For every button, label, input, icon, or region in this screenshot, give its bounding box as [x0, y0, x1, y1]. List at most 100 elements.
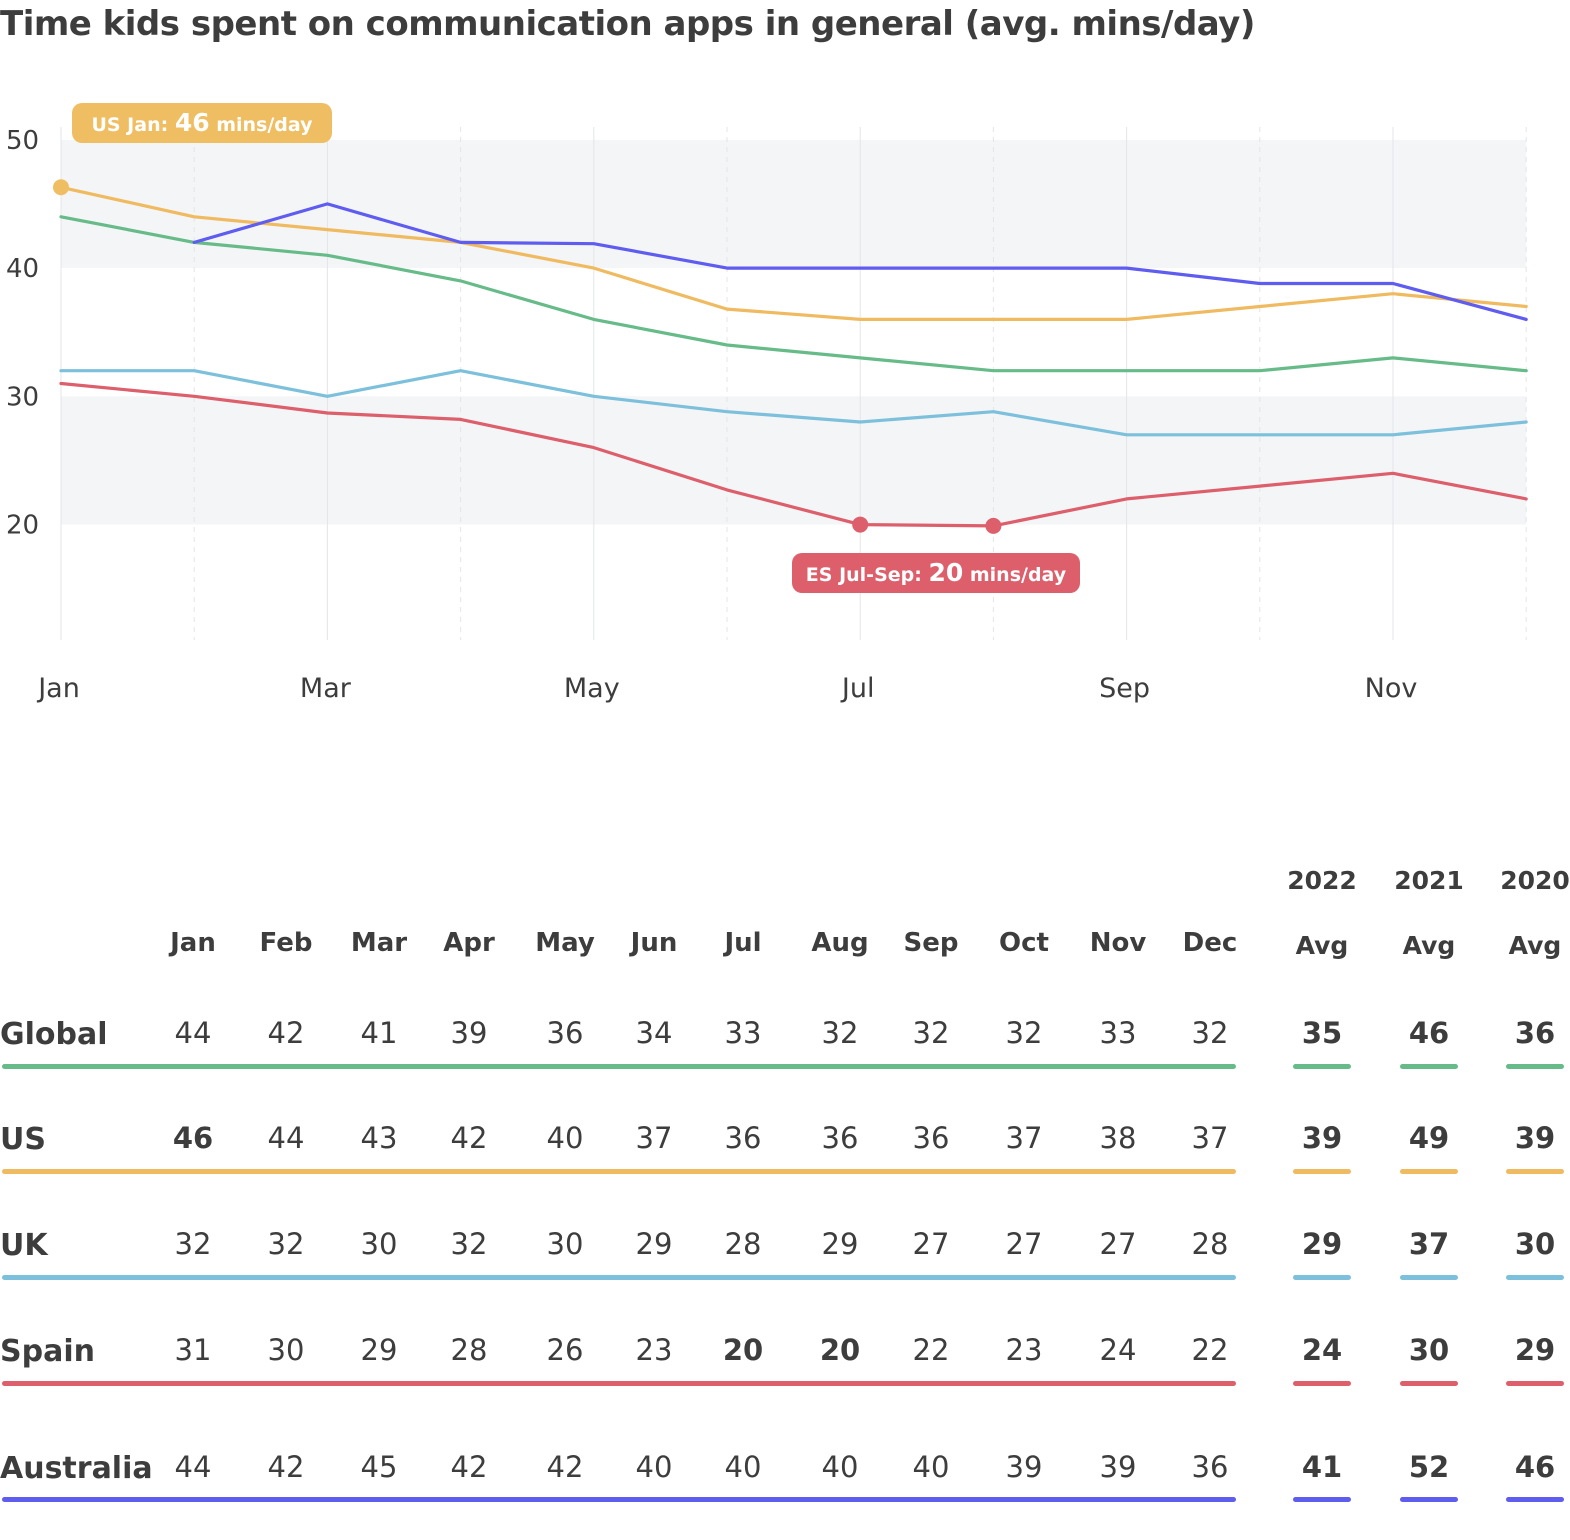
cell-uk-jan: 32 [174, 1227, 212, 1261]
avg-uk-2022: 29 [1301, 1227, 1343, 1261]
cell-australia-oct: 39 [1005, 1450, 1043, 1484]
line-chart: 50 40 30 20 Jan Mar May Jul Sep Nov US Jan: 46 min… [6, 103, 1528, 704]
avg-line-spain-2021 [1400, 1381, 1458, 1386]
year-header-2022: 2022 [1287, 866, 1357, 895]
cell-spain-sep: 22 [912, 1333, 950, 1367]
cell-spain-dec: 22 [1191, 1333, 1229, 1367]
avg-australia-2020: 46 [1514, 1450, 1556, 1484]
cell-spain-jul: 20 [722, 1333, 764, 1367]
month-header-jan: Jan [170, 928, 216, 958]
chart-title: Time kids spent on communication apps in… [0, 4, 1255, 44]
cell-australia-nov: 39 [1099, 1450, 1137, 1484]
cell-uk-nov: 27 [1099, 1227, 1137, 1261]
y-tick-label: 50 [6, 126, 39, 156]
cell-global-jun: 34 [635, 1016, 673, 1050]
series-line-global [59, 215, 1528, 373]
cell-uk-apr: 32 [450, 1227, 488, 1261]
cell-australia-apr: 42 [450, 1450, 488, 1484]
month-header-sep: Sep [903, 928, 959, 958]
avg-line-us-2020 [1506, 1169, 1564, 1174]
cell-spain-apr: 28 [450, 1333, 488, 1367]
cell-global-jul: 33 [724, 1016, 762, 1050]
callout-es-box [792, 553, 1080, 593]
x-tick-label: Nov [1365, 673, 1418, 704]
avg-line-global-2021 [1400, 1064, 1458, 1069]
row-label-australia: Australia [0, 1451, 153, 1486]
cell-us-feb: 44 [267, 1121, 305, 1155]
x-tick-label: Sep [1099, 673, 1150, 704]
avg-line-us-2021 [1400, 1169, 1458, 1174]
cell-australia-jun: 40 [635, 1450, 673, 1484]
cell-uk-sep: 27 [912, 1227, 950, 1261]
annotation-marker [53, 179, 69, 196]
avg-global-2021: 46 [1408, 1016, 1450, 1050]
cell-us-jun: 37 [635, 1121, 673, 1155]
cell-spain-nov: 24 [1099, 1333, 1137, 1367]
cell-spain-jan: 31 [174, 1333, 212, 1367]
row-line-global [2, 1064, 1236, 1069]
cell-uk-jun: 29 [635, 1227, 673, 1261]
avg-us-2022: 39 [1301, 1121, 1343, 1155]
cell-uk-aug: 29 [821, 1227, 859, 1261]
avg-us-2021: 49 [1408, 1121, 1450, 1155]
avg-line-us-2022 [1293, 1169, 1351, 1174]
avg-australia-2022: 41 [1301, 1450, 1343, 1484]
cell-uk-oct: 27 [1005, 1227, 1043, 1261]
cell-spain-jun: 23 [635, 1333, 673, 1367]
cell-global-mar: 41 [360, 1016, 398, 1050]
cell-us-sep: 36 [912, 1121, 950, 1155]
cell-spain-feb: 30 [267, 1333, 305, 1367]
year-header-2021: 2021 [1394, 866, 1464, 895]
band-40-50 [61, 139, 1527, 269]
cell-global-jan: 44 [174, 1016, 212, 1050]
series-line-spain [59, 381, 1528, 528]
cell-australia-dec: 36 [1191, 1450, 1229, 1484]
avg-line-uk-2020 [1506, 1275, 1564, 1280]
series-line-us [59, 185, 1528, 321]
cell-uk-feb: 32 [267, 1227, 305, 1261]
avg-header-2020: Avg [1508, 931, 1562, 960]
cell-us-oct: 37 [1005, 1121, 1043, 1155]
cell-australia-may: 42 [546, 1450, 584, 1484]
avg-line-uk-2021 [1400, 1275, 1458, 1280]
month-header-apr: Apr [443, 928, 495, 958]
cell-global-sep: 32 [912, 1016, 950, 1050]
x-tick-label: Jul [840, 673, 875, 704]
row-label-spain: Spain [0, 1334, 95, 1369]
row-line-us [2, 1169, 1236, 1174]
cell-spain-aug: 20 [819, 1333, 861, 1367]
cell-us-aug: 36 [821, 1121, 859, 1155]
row-line-australia [2, 1497, 1236, 1502]
avg-australia-2021: 52 [1408, 1450, 1450, 1484]
month-header-mar: Mar [350, 928, 408, 958]
month-header-jul: Jul [724, 928, 762, 958]
cell-australia-sep: 40 [912, 1450, 950, 1484]
avg-line-spain-2022 [1293, 1381, 1351, 1386]
cell-spain-oct: 23 [1005, 1333, 1043, 1367]
month-header-jun: Jun [630, 928, 678, 958]
series-line-australia [192, 202, 1528, 321]
month-header-feb: Feb [259, 928, 313, 958]
avg-line-global-2022 [1293, 1064, 1351, 1069]
cell-uk-mar: 30 [360, 1227, 398, 1261]
cell-global-apr: 39 [450, 1016, 488, 1050]
avg-header-2021: Avg [1402, 931, 1456, 960]
row-label-us: US [0, 1122, 46, 1157]
cell-uk-dec: 28 [1191, 1227, 1229, 1261]
callout-us-box [72, 103, 332, 143]
avg-column-card [1270, 840, 1570, 1540]
x-tick-label: Jan [36, 673, 80, 704]
avg-line-australia-2021 [1400, 1497, 1458, 1502]
y-tick-label: 20 [6, 511, 39, 541]
avg-line-uk-2022 [1293, 1275, 1351, 1280]
avg-uk-2020: 30 [1514, 1227, 1556, 1261]
month-header-dec: Dec [1182, 928, 1238, 958]
avg-line-australia-2022 [1293, 1497, 1351, 1502]
month-header-aug: Aug [811, 928, 869, 958]
cell-global-may: 36 [546, 1016, 584, 1050]
year-header-2020: 2020 [1500, 866, 1570, 895]
cell-us-dec: 37 [1191, 1121, 1229, 1155]
cell-us-may: 40 [546, 1121, 584, 1155]
avg-spain-2020: 29 [1514, 1333, 1556, 1367]
row-line-uk [2, 1275, 1236, 1280]
